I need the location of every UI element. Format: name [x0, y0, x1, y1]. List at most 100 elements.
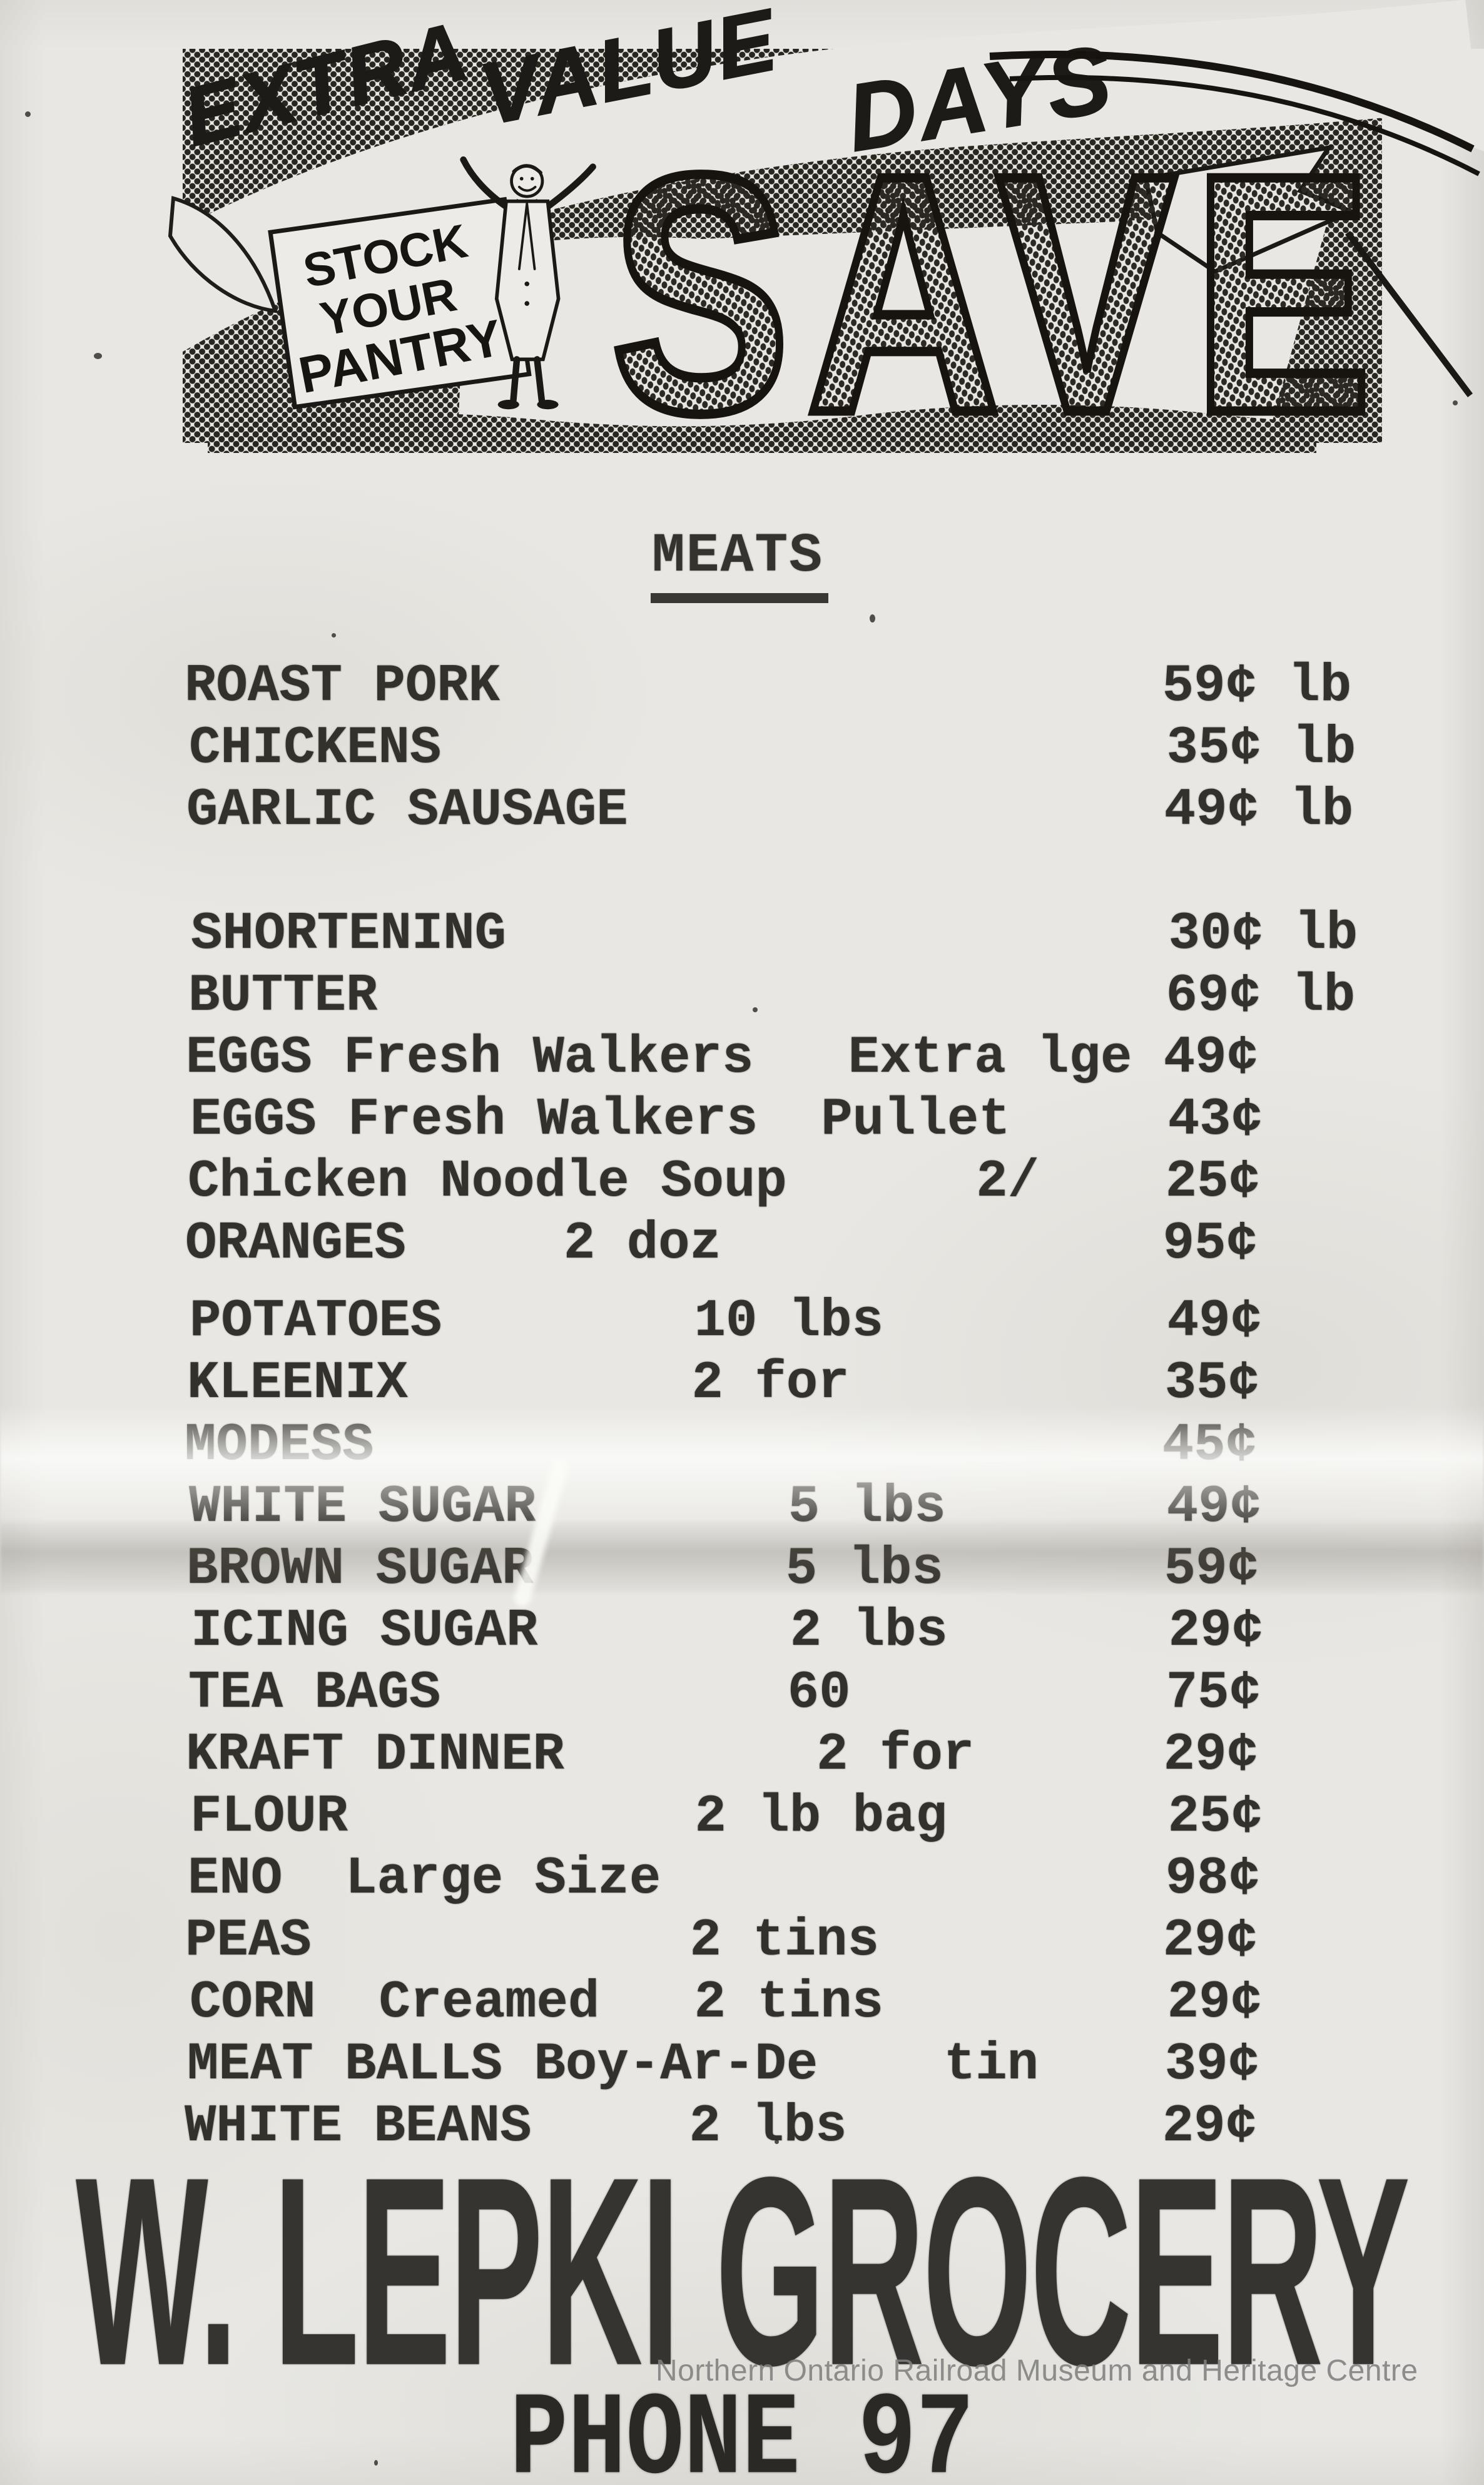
- item-qty: 2 tins: [694, 1973, 884, 2033]
- save-wordmark-group: SAVE: [606, 100, 1376, 487]
- grocer-eye: [519, 176, 524, 181]
- price-row: ICING SUGAR 2 lbs 29¢: [191, 1600, 1442, 1662]
- ribbon-curl-highlight: [168, 196, 278, 313]
- section-heading: MEATS: [651, 529, 829, 603]
- scan-speck: [332, 633, 336, 638]
- item-name: WHITE BEANS: [185, 2096, 532, 2157]
- price-row: ORANGES 2 doz 95¢: [185, 1213, 1436, 1275]
- price-row: WHITE BEANS 2 lbs 29¢: [185, 2096, 1436, 2158]
- price-row: CHICKENS 35¢ lb: [189, 718, 1440, 780]
- price-row: TEA BAGS 60 75¢: [188, 1662, 1440, 1724]
- item-name: ORANGES: [185, 1214, 406, 1274]
- price-row: MEAT BALLS Boy-Ar-De tin 39¢: [187, 2034, 1438, 2096]
- item-desc: Fresh Walkers: [348, 1090, 758, 1150]
- section-heading-wrap: MEATS: [651, 529, 829, 603]
- item-price: 59¢: [1164, 1539, 1259, 1599]
- item-desc: Fresh Walkers: [343, 1029, 754, 1088]
- item-price: 29¢: [1162, 2096, 1257, 2157]
- item-unit: lb: [1293, 719, 1356, 778]
- item-name: EGGS: [186, 1029, 312, 1088]
- price-row: SHORTENING 30¢ lb: [191, 903, 1442, 965]
- item-qty: 5 lbs: [788, 1477, 946, 1537]
- scan-speck: [374, 2460, 378, 2466]
- sign-board: STOCK YOUR PANTRY!: [268, 196, 532, 410]
- watermark-text: Northern Ontario Railroad Museum and Her…: [656, 2354, 1418, 2387]
- item-qty: 10 lbs: [694, 1291, 883, 1351]
- item-name: KRAFT DINNER: [186, 1725, 564, 1785]
- item-qty: 2 lbs: [689, 2096, 847, 2157]
- item-name: MEAT BALLS: [187, 2035, 503, 2095]
- item-unit: lb: [1288, 657, 1352, 716]
- scan-speck: [94, 353, 102, 359]
- grocer-legs: [510, 356, 546, 405]
- item-price: 49¢: [1167, 1291, 1262, 1351]
- price-list: ROAST PORK 59¢ lb CHICKENS 35¢ lb GARLIC S…: [185, 656, 1442, 2158]
- item-price: 35¢: [1164, 1353, 1259, 1413]
- scan-speck: [25, 111, 31, 117]
- item-qty: Pullet: [821, 1090, 1010, 1150]
- grocer-eye: [530, 176, 534, 181]
- item-qty: 60: [787, 1663, 851, 1723]
- item-name: POTATOES: [190, 1291, 442, 1351]
- price-row: CORN Creamed 2 tins 29¢: [190, 1972, 1441, 2034]
- item-name: SHORTENING: [191, 905, 507, 964]
- item-price: 49¢: [1163, 1029, 1258, 1088]
- grocer-smile: [518, 186, 537, 192]
- price-row: EGGS Fresh Walkers Extra lge 49¢: [186, 1027, 1437, 1089]
- item-price: 59¢: [1162, 657, 1257, 716]
- item-name: Chicken Noodle Soup: [188, 1152, 787, 1212]
- price-row: ROAST PORK 59¢ lb: [185, 656, 1436, 718]
- promo-banner-illustration: STOCK YOUR PANTRY!: [110, 0, 1484, 487]
- price-row: POTATOES 10 lbs 49¢: [190, 1291, 1441, 1353]
- grocer-left-arm: [460, 156, 510, 210]
- grocer-foot: [537, 400, 559, 410]
- save-backdrop: [458, 203, 1333, 434]
- price-row: KLEENIX 2 for 35¢: [187, 1353, 1438, 1415]
- grocer-right-arm: [544, 163, 596, 210]
- item-name: WHITE SUGAR: [189, 1477, 536, 1537]
- price-row: EGGS Fresh Walkers Pullet 43¢: [190, 1089, 1441, 1151]
- item-qty: 2 for: [691, 1353, 850, 1413]
- item-price: 39¢: [1164, 2035, 1259, 2095]
- item-price: 29¢: [1167, 1973, 1262, 2033]
- swoosh-highlight-band: [110, 0, 1478, 361]
- grocer-jacket: [494, 199, 561, 362]
- item-price: 69¢: [1166, 967, 1261, 1026]
- item-name: EGGS: [190, 1090, 317, 1150]
- scan-speck: [870, 614, 875, 623]
- item-name: BUTTER: [188, 967, 378, 1026]
- price-row: WHITE SUGAR 5 lbs 49¢: [189, 1476, 1440, 1538]
- grocer-hair: [512, 164, 542, 175]
- item-qty: tin: [943, 2035, 1039, 2095]
- price-row: PEAS 2 tins 29¢: [185, 1910, 1436, 1972]
- swoosh-line-1: [989, 51, 1475, 153]
- price-row: GARLIC SAUSAGE 49¢ lb: [186, 780, 1438, 841]
- item-price: 49¢: [1164, 781, 1259, 840]
- item-qty: 2 lbs: [790, 1601, 948, 1661]
- item-price: 95¢: [1162, 1214, 1258, 1274]
- swoosh-line-2: [1009, 74, 1480, 176]
- item-price: 49¢: [1166, 1477, 1261, 1537]
- price-row: KRAFT DINNER 2 for 29¢: [186, 1724, 1437, 1786]
- item-qty: 2 tins: [689, 1911, 879, 1971]
- item-price: 29¢: [1163, 1725, 1258, 1785]
- bottom-halftone-band: [208, 404, 1316, 453]
- item-name: PEAS: [185, 1911, 312, 1971]
- item-price: 98¢: [1165, 1849, 1260, 1909]
- price-row: BROWN SUGAR 5 lbs 59¢: [186, 1538, 1438, 1600]
- item-desc: Large Size: [345, 1849, 661, 1909]
- item-name: CHICKENS: [189, 719, 442, 778]
- item-desc: Boy-Ar-De: [534, 2035, 818, 2095]
- item-unit: lb: [1294, 905, 1358, 964]
- item-desc: Creamed: [379, 1973, 600, 2033]
- item-price: 25¢: [1165, 1152, 1260, 1212]
- item-price: 75¢: [1166, 1663, 1261, 1723]
- grocer-cartoon: [460, 156, 596, 410]
- item-price: 35¢: [1166, 719, 1261, 778]
- item-name: ICING SUGAR: [191, 1601, 538, 1661]
- grocer-foot: [497, 400, 519, 410]
- item-name: FLOUR: [190, 1787, 348, 1847]
- item-price: 29¢: [1168, 1601, 1263, 1661]
- item-price: 30¢: [1168, 905, 1263, 964]
- item-price: 25¢: [1167, 1787, 1263, 1847]
